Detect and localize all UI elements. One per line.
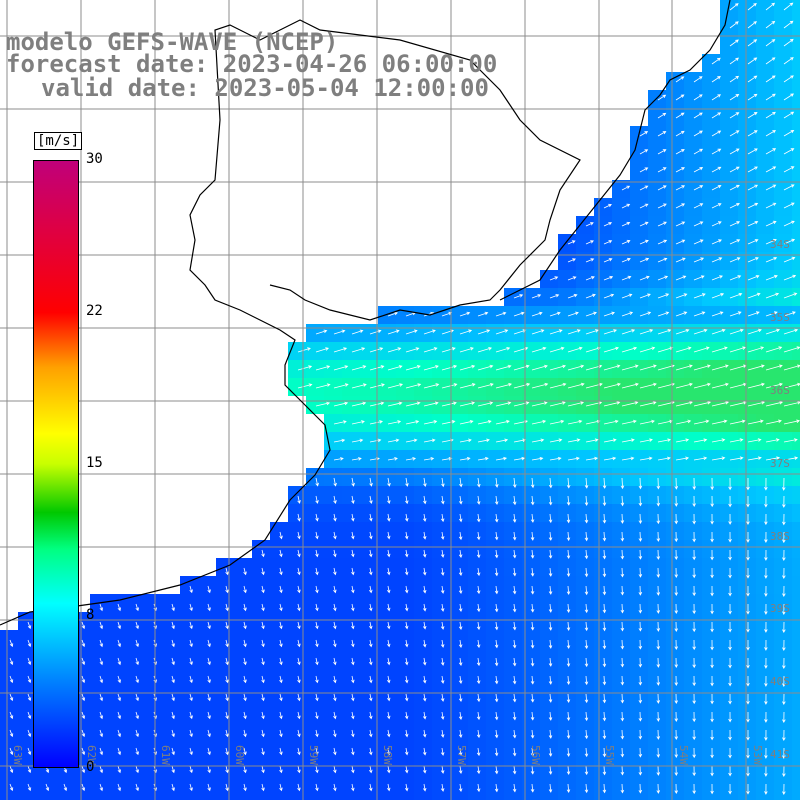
lon-label: 53W	[751, 745, 764, 765]
colorbar-tick-8: 8	[86, 607, 95, 623]
lon-label: 59W	[307, 745, 320, 765]
lat-label: 34S	[770, 238, 790, 251]
colorbar	[33, 160, 79, 768]
lon-label: 54W	[677, 745, 690, 765]
forecast-date: forecast date: 2023-04-26 06:00:00	[6, 50, 498, 78]
lat-labels: 34S 35S 36S 37S 38S 39S 40S 41S	[770, 238, 790, 761]
colorbar-tick-22: 22	[86, 303, 103, 319]
lon-label: 56W	[529, 745, 542, 765]
lat-label: 40S	[770, 675, 790, 688]
model-title: modelo GEFS-WAVE (NCEP)	[6, 28, 339, 56]
lat-label: 36S	[770, 384, 790, 397]
coastline	[0, 19, 581, 626]
valid-date: valid date: 2023-05-04 12:00:00	[41, 74, 489, 102]
colorbar-tick-0: 0	[86, 759, 95, 775]
coastline-east	[499, 0, 731, 301]
lon-label: 63W	[11, 745, 24, 765]
lat-label: 35S	[770, 311, 790, 324]
lon-label: 60W	[233, 745, 246, 765]
lat-label: 41S	[770, 748, 790, 761]
lat-label: 37S	[770, 457, 790, 470]
colorbar-tick-15: 15	[86, 455, 103, 471]
colorbar-tick-30: 30	[86, 151, 103, 167]
lon-label: 62W	[85, 745, 98, 765]
lon-label: 55W	[603, 745, 616, 765]
colorbar-unit: [m/s]	[34, 132, 83, 150]
wind-arrows	[9, 2, 800, 796]
lat-label: 39S	[770, 602, 790, 615]
lon-label: 57W	[455, 745, 468, 765]
lon-label: 58W	[381, 745, 394, 765]
lon-label: 61W	[159, 745, 172, 765]
lat-label: 38S	[770, 530, 790, 543]
lon-labels: 63W62W61W60W59W58W57W56W55W54W53W52W51W	[11, 745, 764, 765]
